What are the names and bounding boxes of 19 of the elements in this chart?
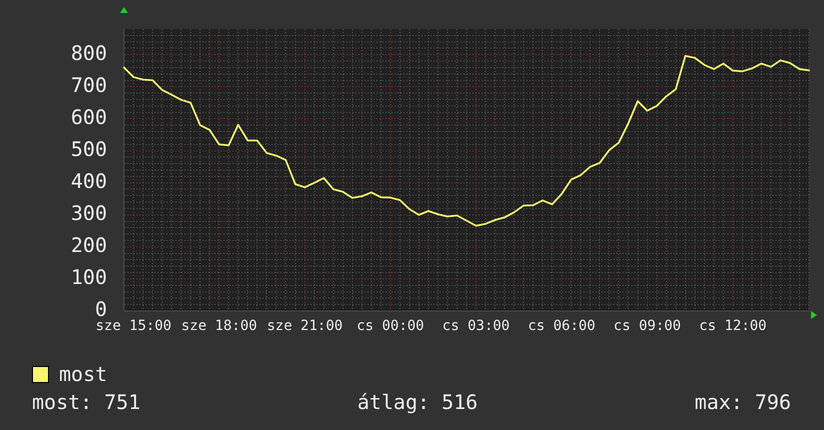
legend-label: most xyxy=(59,362,108,386)
y-tick-label: 500 xyxy=(70,136,107,161)
text: most: 751 xyxy=(32,390,140,414)
x-tick-label: cs 12:00 xyxy=(699,318,767,334)
y-tick-label: 200 xyxy=(70,233,107,258)
x-tick-label: cs 09:00 xyxy=(614,318,681,334)
y-tick-label: 700 xyxy=(70,72,107,97)
x-tick-label: sze 21:00 xyxy=(266,318,343,334)
y-tick-label: 400 xyxy=(70,169,107,194)
y-tick-label: 800 xyxy=(70,40,107,65)
x-tick-label: cs 06:00 xyxy=(528,318,596,334)
y-tick-label: 100 xyxy=(70,265,107,290)
x-tick-label: cs 00:00 xyxy=(356,318,424,334)
text: átlag: 516 xyxy=(357,390,478,414)
x-tick-label: cs 03:00 xyxy=(442,318,510,334)
text: max: 796 xyxy=(694,390,791,414)
y-tick-label: 600 xyxy=(70,104,107,129)
x-tick-label: sze 18:00 xyxy=(181,318,258,334)
y-tick-label: 300 xyxy=(70,201,107,226)
